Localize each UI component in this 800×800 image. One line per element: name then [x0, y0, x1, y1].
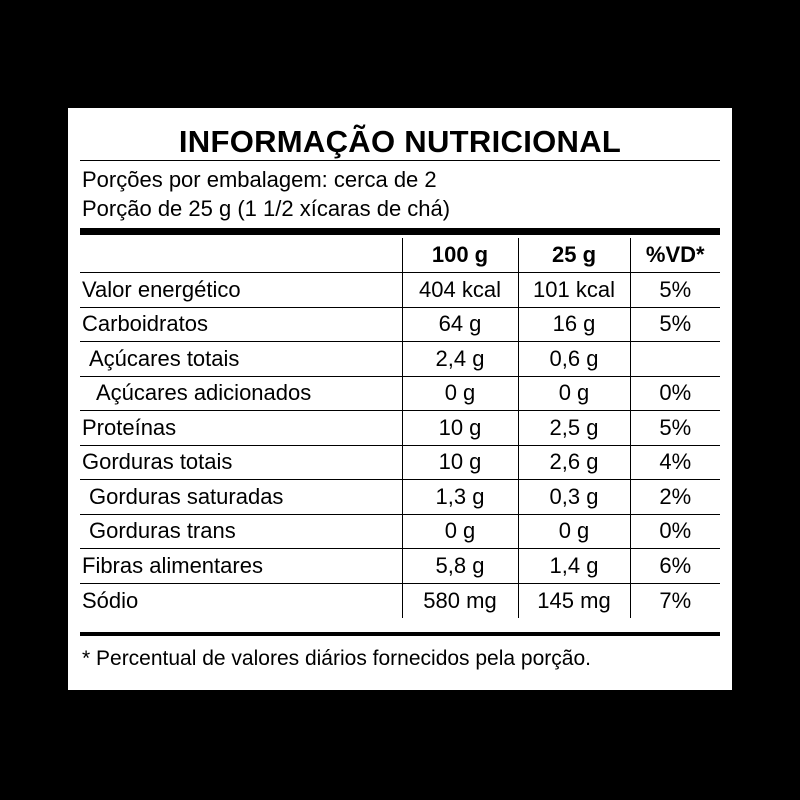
nutrient-name: Gorduras trans	[80, 514, 402, 549]
table-row: Gorduras trans 0 g 0 g 0%	[80, 514, 720, 549]
label-title: INFORMAÇÃO NUTRICIONAL	[178, 124, 622, 159]
nutrition-facts-label: INFORMAÇÃO NUTRICIONAL Porções por embal…	[68, 108, 732, 690]
nutrient-name: Carboidratos	[80, 307, 402, 342]
table-row: Proteínas 10 g 2,5 g 5%	[80, 410, 720, 446]
nutrition-table: 100 g 25 g %VD* Valor energético 404 kca…	[80, 238, 720, 618]
table-row: Valor energético 404 kcal 101 kcal 5%	[80, 272, 720, 308]
nutrient-name: Fibras alimentares	[80, 548, 402, 584]
value-per-100g: 64 g	[401, 307, 518, 342]
value-per-100g: 5,8 g	[401, 548, 518, 584]
table-row: Fibras alimentares 5,8 g 1,4 g 6%	[80, 548, 720, 584]
table-row: Gorduras saturadas 1,3 g 0,3 g 2%	[80, 479, 720, 515]
value-per-serving: 2,6 g	[517, 445, 630, 480]
daily-value: 0%	[629, 514, 720, 549]
table-row: Açúcares adicionados 0 g 0 g 0%	[80, 376, 720, 411]
daily-value: 0%	[629, 376, 720, 411]
serving-size: Porção de 25 g (1 1/2 xícaras de chá)	[82, 196, 451, 221]
value-per-serving: 145 mg	[517, 583, 630, 618]
bottom-divider	[80, 632, 720, 636]
thick-divider	[80, 228, 720, 235]
nutrient-name: Proteínas	[80, 410, 402, 446]
column-header-100g: 100 g	[401, 238, 518, 273]
daily-value: 5%	[629, 307, 720, 342]
value-per-serving: 101 kcal	[517, 272, 630, 308]
value-per-100g: 2,4 g	[401, 341, 518, 377]
daily-value: 5%	[629, 272, 720, 308]
daily-value: 7%	[629, 583, 720, 618]
column-header-serving: 25 g	[517, 238, 630, 273]
divider	[80, 160, 720, 161]
nutrient-name: Açúcares adicionados	[80, 376, 402, 411]
column-header-nutrient	[80, 238, 402, 273]
value-per-100g: 404 kcal	[401, 272, 518, 308]
daily-value: 2%	[629, 479, 720, 515]
daily-value	[629, 341, 720, 377]
table-row: Gorduras totais 10 g 2,6 g 4%	[80, 445, 720, 480]
table-row: Açúcares totais 2,4 g 0,6 g	[80, 341, 720, 377]
value-per-serving: 0,6 g	[517, 341, 630, 377]
column-header-dv: %VD*	[629, 238, 720, 273]
value-per-100g: 1,3 g	[401, 479, 518, 515]
value-per-100g: 10 g	[401, 410, 518, 446]
value-per-100g: 10 g	[401, 445, 518, 480]
nutrient-name: Valor energético	[80, 272, 402, 308]
footnote: * Percentual de valores diários fornecid…	[82, 647, 591, 670]
nutrient-name: Gorduras saturadas	[80, 479, 402, 515]
value-per-100g: 580 mg	[401, 583, 518, 618]
table-row: Carboidratos 64 g 16 g 5%	[80, 307, 720, 342]
value-per-serving: 0 g	[517, 376, 630, 411]
daily-value: 5%	[629, 410, 720, 446]
value-per-serving: 1,4 g	[517, 548, 630, 584]
value-per-serving: 16 g	[517, 307, 630, 342]
nutrient-name: Sódio	[82, 587, 139, 613]
daily-value: 6%	[629, 548, 720, 584]
value-per-100g: 0 g	[401, 514, 518, 549]
value-per-serving: 0,3 g	[517, 479, 630, 515]
nutrient-name: Gorduras totais	[80, 445, 402, 480]
daily-value: 4%	[629, 445, 720, 480]
servings-per-package: Porções por embalagem: cerca de 2	[82, 167, 437, 192]
table-row: Sódio 580 mg 145 mg 7%	[80, 583, 720, 618]
nutrient-name: Açúcares totais	[80, 341, 402, 377]
table-header-row: 100 g 25 g %VD*	[80, 238, 720, 273]
value-per-serving: 2,5 g	[517, 410, 630, 446]
value-per-serving: 0 g	[517, 514, 630, 549]
value-per-100g: 0 g	[401, 376, 518, 411]
